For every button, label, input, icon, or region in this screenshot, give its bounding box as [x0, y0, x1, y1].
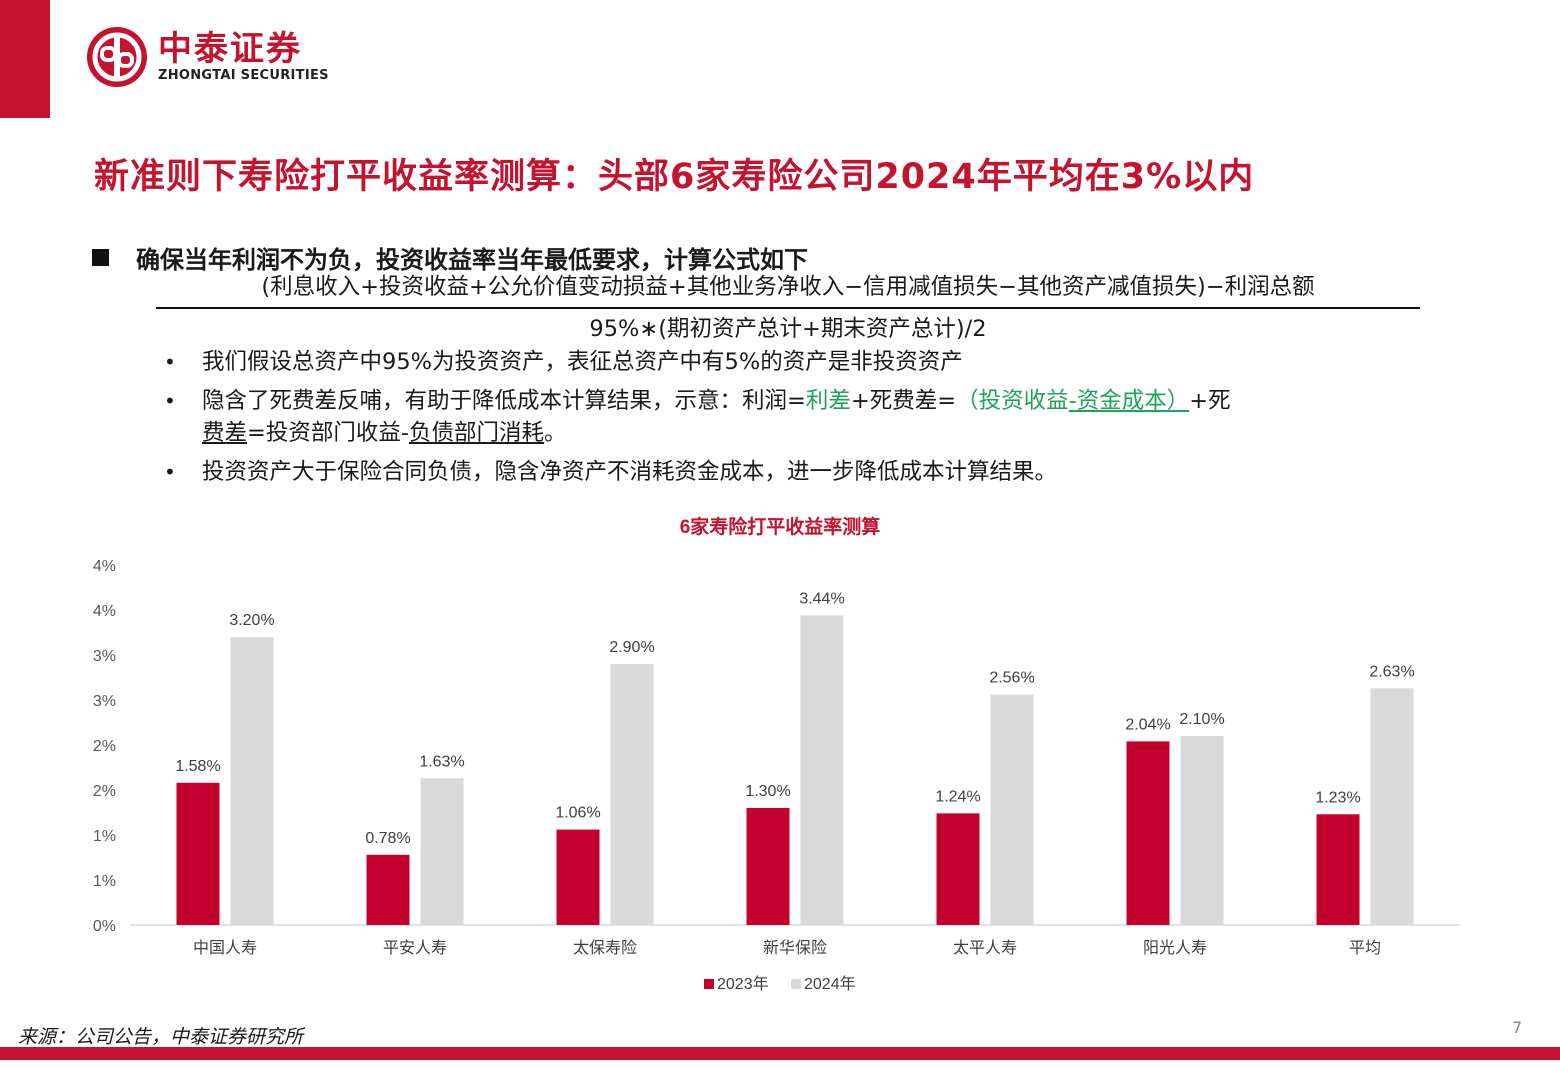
- y-tick-label: 2%: [93, 738, 116, 755]
- data-label: 1.58%: [175, 758, 220, 775]
- data-label: 1.06%: [555, 805, 600, 822]
- bullet-text: 我们假设总资产中95%为投资资产，表征总资产中有5%的资产是非投资资产: [202, 349, 963, 375]
- bullet-item: 投资资产大于保险合同负债，隐含净资产不消耗资金成本，进一步降低成本计算结果。: [162, 456, 1462, 488]
- bullet-text: 投资资产大于保险合同负债，隐含净资产不消耗资金成本，进一步降低成本计算结果。: [202, 459, 1058, 485]
- x-tick-label: 太保寿险: [573, 939, 637, 957]
- legend-swatch: [791, 979, 801, 989]
- data-label: 1.23%: [1315, 789, 1360, 806]
- chart-title: 6家寿险打平收益率测算: [680, 515, 881, 538]
- data-label: 3.20%: [229, 612, 274, 629]
- brand-name-cn: 中泰证券: [158, 29, 302, 69]
- legend-swatch: [704, 979, 714, 989]
- y-tick-label: 4%: [93, 558, 116, 575]
- bar-2024年: [230, 637, 274, 925]
- bar-2024年: [610, 664, 654, 925]
- y-tick-label: 1%: [93, 873, 116, 890]
- bar-2023年: [176, 782, 220, 925]
- source-note: 来源：公司公告，中泰证券研究所: [18, 1026, 304, 1048]
- main-point: 确保当年利润不为负，投资收益率当年最低要求，计算公式如下: [92, 240, 808, 275]
- data-label: 1.63%: [419, 753, 464, 770]
- y-tick-label: 3%: [93, 693, 116, 710]
- bullet-item: 隐含了死费差反哺，有助于降低成本计算结果，示意：利润=利差+死费差=（投资收益-…: [162, 385, 1462, 449]
- breakeven-yield-chart: 6家寿险打平收益率测算 0% 1% 1% 2% 2% 3% 3% 4% 4% 1.58% 3.20% 中…: [93, 515, 1460, 993]
- data-label: 1.30%: [745, 783, 790, 800]
- bullet-text: 。: [544, 420, 567, 446]
- liability-consumption-text: 负债部门消耗: [409, 420, 545, 446]
- data-label: 3.44%: [799, 590, 844, 607]
- data-label: 2.90%: [609, 639, 654, 656]
- zhongtai-logo-icon: [87, 27, 147, 87]
- bar-2023年: [556, 829, 600, 925]
- capital-cost-text: -资金成本）: [1068, 388, 1190, 414]
- page-title: 新准则下寿险打平收益率测算：头部6家寿险公司2024年平均在3%以内: [94, 157, 1255, 197]
- data-label: 2.04%: [1125, 716, 1170, 733]
- main-point-text: 确保当年利润不为负，投资收益率当年最低要求，计算公式如下: [136, 246, 808, 274]
- bar-2023年: [366, 854, 410, 925]
- bar-2023年: [1316, 814, 1360, 925]
- bar-2024年: [1180, 736, 1224, 925]
- page-number: 7: [1512, 1018, 1523, 1037]
- formula-denominator: 95%∗(期初资产总计+期末资产总计)/2: [589, 316, 987, 342]
- data-label: 1.24%: [935, 788, 980, 805]
- data-label: 2.10%: [1179, 711, 1224, 728]
- y-tick-label: 0%: [93, 918, 116, 935]
- line-break: 费差=投资部门收益-负债部门消耗。: [202, 417, 1462, 449]
- square-bullet-icon: [92, 249, 109, 266]
- data-label: 2.63%: [1369, 663, 1414, 680]
- bar-2024年: [1370, 688, 1414, 925]
- data-label: 2.56%: [989, 670, 1034, 687]
- interest-spread-text: 利差: [805, 388, 851, 414]
- left-accent-strip: [0, 0, 50, 118]
- x-tick-label: 太平人寿: [953, 939, 1017, 957]
- legend-label: 2023年: [717, 975, 769, 993]
- bar-2024年: [420, 778, 464, 925]
- bar-2023年: [1126, 741, 1170, 925]
- x-tick-label: 中国人寿: [193, 939, 257, 957]
- brand-logo: 中泰证券 ZHONGTAI SECURITIES: [86, 26, 329, 88]
- bar-2023年: [936, 813, 980, 925]
- y-tick-label: 4%: [93, 603, 116, 620]
- bar-2024年: [990, 694, 1034, 925]
- bar-2023年: [746, 808, 790, 925]
- bullet-text: 隐含了死费差反哺，有助于降低成本计算结果，示意：利润=: [202, 388, 806, 414]
- investment-return-text: （投资收益: [956, 388, 1069, 414]
- y-tick-label: 3%: [93, 648, 116, 665]
- bullet-text: +死: [1189, 388, 1231, 414]
- bullet-item: 我们假设总资产中95%为投资资产，表征总资产中有5%的资产是非投资资产: [162, 346, 1462, 378]
- formula-numerator: (利息收入+投资收益+公允价值变动损益+其他业务净收入−信用减值损失−其他资产减…: [261, 274, 1315, 300]
- brand-name-en: ZHONGTAI SECURITIES: [158, 68, 329, 83]
- fraction-line: [156, 307, 1420, 309]
- bullet-list: 我们假设总资产中95%为投资资产，表征总资产中有5%的资产是非投资资产 隐含了死…: [162, 346, 1462, 495]
- bar-2024年: [800, 615, 844, 925]
- data-label: 0.78%: [365, 830, 410, 847]
- x-tick-label: 新华保险: [763, 939, 827, 957]
- x-tick-label: 平安人寿: [383, 939, 447, 957]
- x-tick-label: 阳光人寿: [1143, 939, 1207, 957]
- x-tick-label: 平均: [1349, 939, 1381, 957]
- mortality-expense-text: 费差: [202, 420, 248, 446]
- bullet-text: =投资部门收益-: [247, 420, 409, 446]
- bullet-text: +死费差=: [850, 388, 957, 414]
- bottom-accent-bar: [0, 1047, 1560, 1060]
- y-tick-label: 2%: [93, 783, 116, 800]
- legend-label: 2024年: [804, 975, 856, 993]
- y-tick-label: 1%: [93, 828, 116, 845]
- formula: (利息收入+投资收益+公允价值变动损益+其他业务净收入−信用减值损失−其他资产减…: [156, 270, 1420, 346]
